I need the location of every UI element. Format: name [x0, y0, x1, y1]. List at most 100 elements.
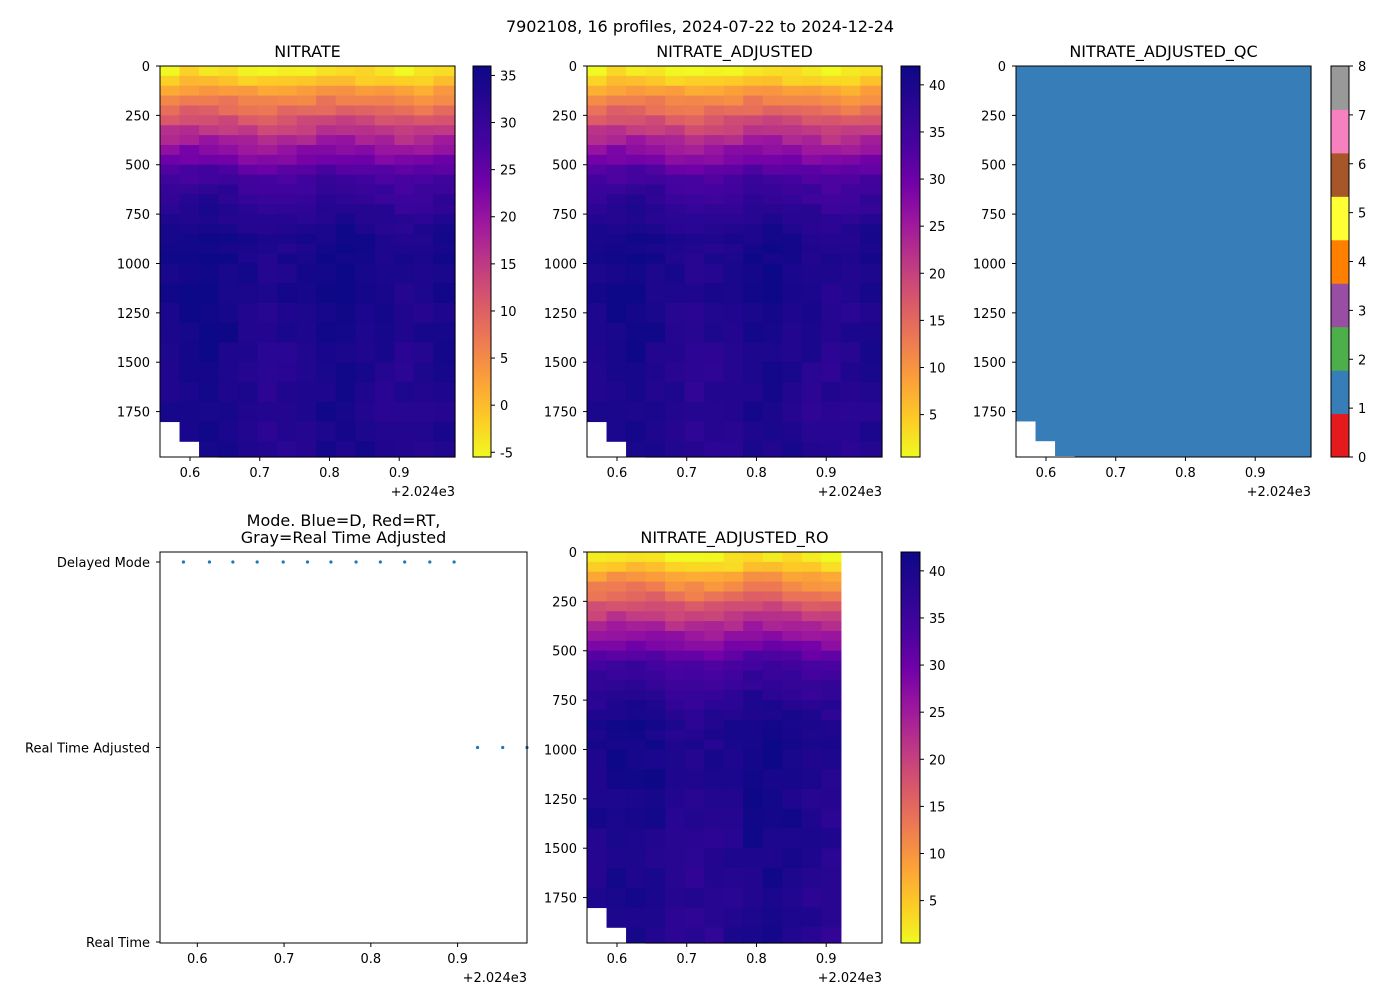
colorbar-tick-label: 15 — [929, 314, 946, 329]
heatmap-cell — [626, 204, 647, 215]
heatmap-cell — [587, 204, 608, 215]
heatmap-cell — [801, 552, 822, 563]
heatmap-cell — [218, 164, 239, 176]
heatmap-cell — [218, 253, 239, 265]
heatmap-cell — [801, 322, 822, 344]
heatmap-cell — [645, 749, 666, 770]
heatmap-cell — [394, 184, 415, 195]
heatmap-cell — [645, 591, 666, 602]
heatmap-cell — [626, 680, 647, 691]
heatmap-cell — [723, 907, 744, 928]
heatmap-cell — [684, 135, 705, 146]
heatmap-cell — [626, 729, 647, 741]
heatmap-cell — [840, 223, 861, 235]
heatmap-cell — [413, 174, 434, 186]
heatmap-cell — [160, 154, 181, 166]
heatmap-cell — [257, 204, 278, 215]
heatmap-cell — [665, 125, 686, 136]
heatmap-cell — [645, 85, 666, 97]
heatmap-cell — [782, 95, 803, 107]
heatmap-cell — [665, 233, 686, 245]
heatmap-cell — [665, 828, 686, 849]
heatmap-cell — [606, 867, 627, 889]
heatmap-cell — [704, 887, 725, 909]
heatmap-cell — [257, 253, 278, 265]
heatmap-cell — [782, 421, 803, 442]
heatmap-cell — [743, 144, 764, 156]
heatmap-cell — [587, 581, 608, 593]
qc-column — [1250, 66, 1271, 457]
heatmap-cell — [645, 867, 666, 889]
heatmap-cell — [160, 401, 181, 423]
heatmap-cell — [606, 670, 627, 681]
heatmap-cell — [626, 749, 647, 770]
heatmap-cell — [782, 283, 803, 304]
heatmap-cell — [840, 75, 861, 87]
heatmap-cell — [762, 690, 783, 701]
heatmap-cell — [394, 421, 415, 442]
heatmap-cell — [626, 263, 647, 284]
heatmap-cell — [606, 381, 627, 403]
heatmap-cell — [199, 194, 220, 205]
y-tick-label: 0 — [142, 60, 150, 75]
heatmap-cell — [723, 601, 744, 612]
heatmap-cell — [626, 302, 647, 324]
heatmap-cell — [684, 808, 705, 830]
heatmap-cell — [684, 848, 705, 869]
heatmap-cell — [782, 243, 803, 255]
heatmap-cell — [238, 421, 259, 442]
heatmap-cell — [587, 561, 608, 573]
heatmap-cell — [626, 552, 647, 563]
heatmap-cell — [704, 611, 725, 622]
heatmap-cell — [160, 105, 181, 116]
heatmap-cell — [179, 164, 200, 176]
heatmap-cell — [587, 233, 608, 245]
heatmap-cell — [743, 194, 764, 205]
colorbar-tick-label: 30 — [929, 659, 946, 674]
heatmap-cell — [238, 381, 259, 403]
heatmap-cell — [355, 263, 376, 284]
heatmap-cell — [238, 283, 259, 304]
heatmap-cell — [606, 75, 627, 87]
heatmap-cell — [433, 401, 456, 423]
heatmap-cell — [801, 848, 822, 869]
colorbar-tick-label: 2 — [1358, 353, 1366, 368]
heatmap-cell — [355, 66, 376, 77]
heatmap-cell — [296, 283, 317, 304]
mode-point — [428, 560, 432, 564]
y-tick-label: 1000 — [544, 257, 577, 272]
heatmap-cell — [160, 253, 181, 265]
heatmap-cell — [860, 105, 883, 116]
heatmap-cell — [801, 739, 822, 751]
heatmap-cell — [762, 709, 783, 721]
heatmap-cell — [743, 164, 764, 176]
heatmap-cell — [355, 253, 376, 265]
heatmap-cell — [665, 95, 686, 107]
heatmap-cell — [860, 253, 883, 265]
heatmap-cell — [645, 887, 666, 909]
y-tick-label: 0 — [569, 546, 577, 561]
heatmap-cell — [335, 144, 356, 156]
heatmap-cell — [801, 591, 822, 602]
heatmap-cell — [413, 164, 434, 176]
heatmap-cell — [782, 164, 803, 176]
heatmap-cell — [782, 848, 803, 869]
heatmap-cell — [335, 105, 356, 116]
heatmap-cell — [801, 95, 822, 107]
heatmap-cell — [762, 174, 783, 186]
heatmap-cell — [840, 362, 861, 383]
heatmap-cell — [587, 243, 608, 255]
heatmap-cell — [762, 927, 783, 944]
heatmap-cell — [606, 907, 627, 928]
heatmap-cell — [296, 204, 317, 215]
heatmap-cell — [433, 322, 456, 344]
heatmap-cell — [821, 184, 842, 195]
heatmap-cell — [743, 808, 764, 830]
heatmap-cell — [860, 362, 883, 383]
heatmap-cell — [743, 95, 764, 107]
heatmap-cell — [277, 342, 298, 363]
heatmap-cell — [801, 233, 822, 245]
heatmap-cell — [413, 401, 434, 423]
heatmap-cell — [626, 342, 647, 363]
heatmap-cell — [277, 223, 298, 235]
